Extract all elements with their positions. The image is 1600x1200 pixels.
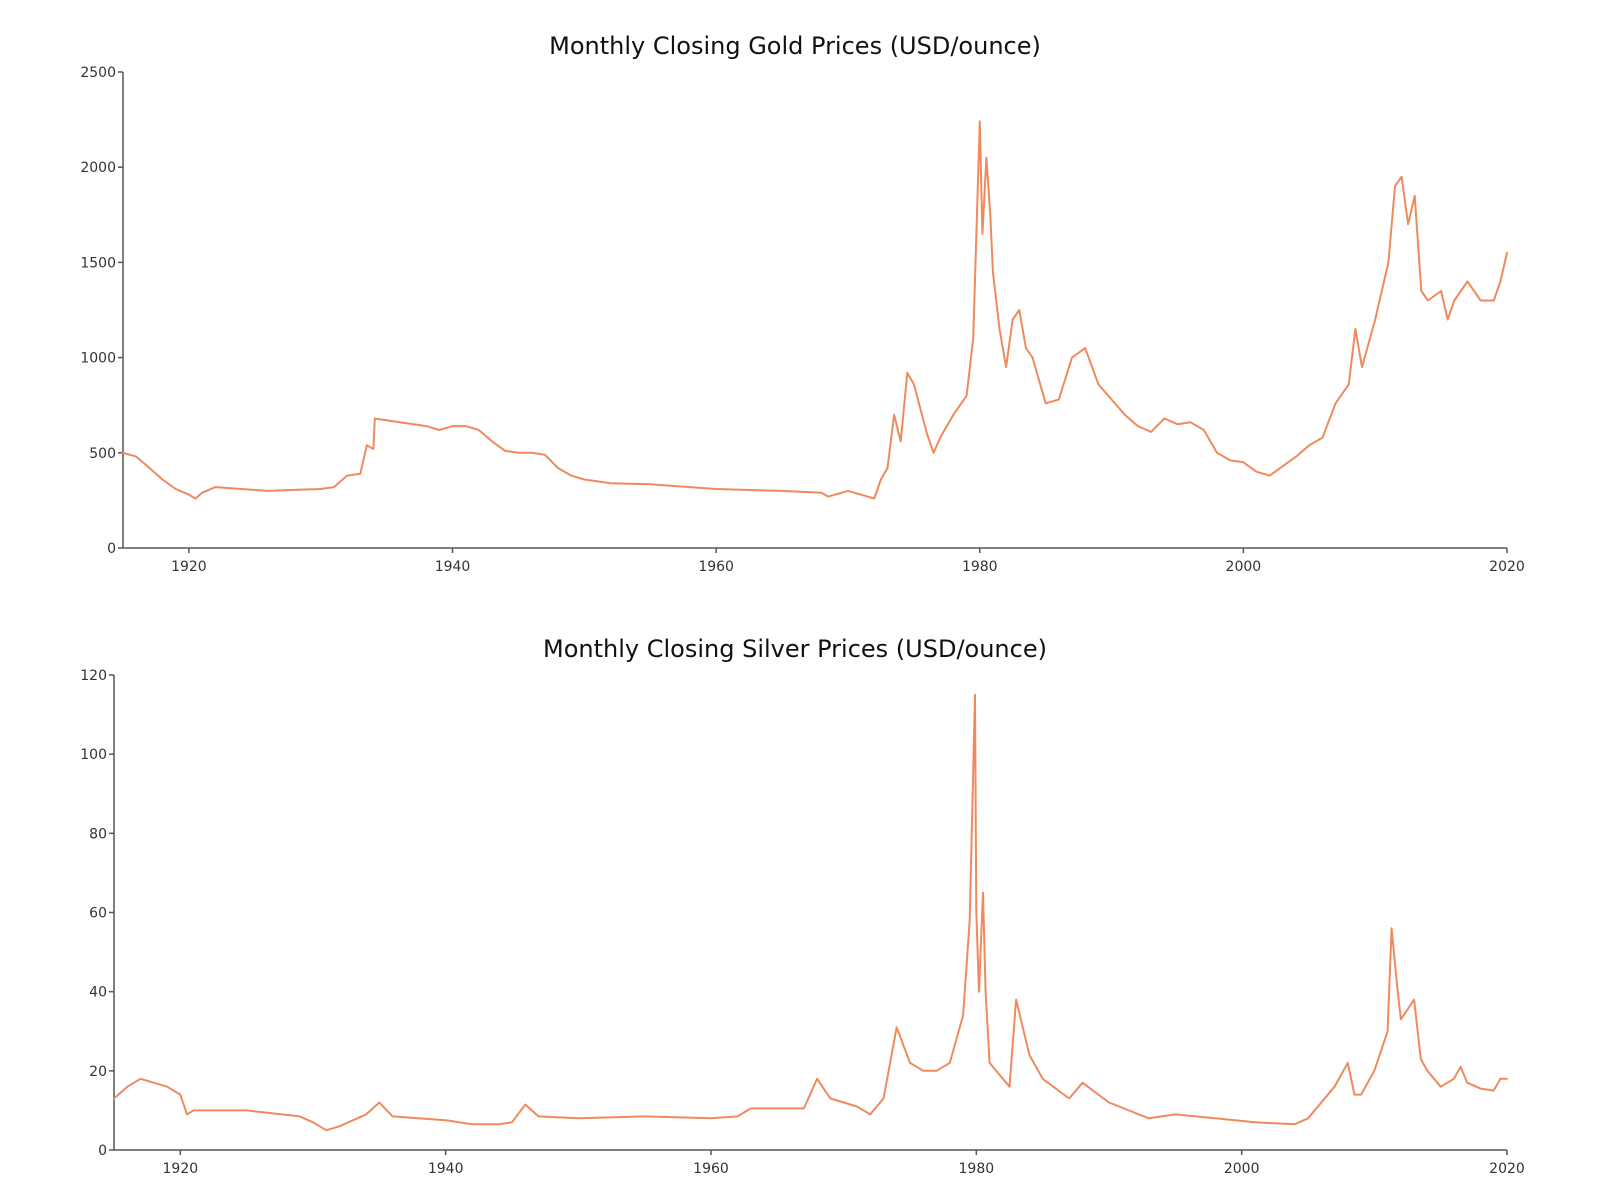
silver-chart-title: Monthly Closing Silver Prices (USD/ounce…	[543, 635, 1047, 663]
silver-y-tick-label: 100	[80, 747, 107, 763]
silver-y-tick-label: 20	[89, 1064, 107, 1080]
gold-x-tick-label: 1940	[435, 559, 471, 575]
gold-x-tick-label: 1980	[962, 559, 998, 575]
silver-y-tick-label: 80	[89, 826, 107, 842]
silver-price-line	[113, 693, 1508, 1132]
silver-x-tick-label: 1980	[959, 1161, 995, 1177]
gold-x-tick-label: 2000	[1226, 559, 1262, 575]
gold-x-tick-label: 2020	[1489, 559, 1525, 575]
gold-y-tick-label: 0	[107, 541, 116, 557]
silver-chart: Monthly Closing Silver Prices (USD/ounce…	[80, 635, 1525, 1177]
silver-x-tick-label: 1960	[693, 1161, 729, 1177]
gold-ticks: 0 500 1000 1500 2000 2500 1920 1940 1960 1980 2000…	[80, 65, 1524, 575]
gold-price-line	[122, 120, 1508, 500]
gold-chart: Monthly Closing Gold Prices (USD/ounce) …	[80, 32, 1524, 575]
gold-y-tick-label: 1500	[80, 255, 116, 271]
gold-y-tick-label: 2500	[80, 65, 116, 81]
silver-x-tick-label: 1920	[163, 1161, 199, 1177]
silver-y-tick-label: 120	[80, 668, 107, 684]
gold-y-tick-label: 2000	[80, 160, 116, 176]
silver-x-tick-label: 1940	[428, 1161, 464, 1177]
silver-y-tick-label: 60	[89, 906, 107, 922]
silver-x-tick-label: 2000	[1224, 1161, 1260, 1177]
silver-ticks: 0 20 40 60 80 100 120 1920 1940 1960 1980 2000 2020	[80, 668, 1525, 1177]
silver-y-tick-label: 0	[98, 1143, 107, 1159]
gold-chart-title: Monthly Closing Gold Prices (USD/ounce)	[549, 32, 1041, 60]
silver-x-tick-label: 2020	[1489, 1161, 1525, 1177]
gold-y-tick-label: 1000	[80, 351, 116, 367]
gold-x-tick-label: 1920	[171, 559, 207, 575]
gold-x-tick-label: 1960	[698, 559, 734, 575]
silver-y-tick-label: 40	[89, 985, 107, 1001]
gold-y-tick-label: 500	[89, 446, 116, 462]
